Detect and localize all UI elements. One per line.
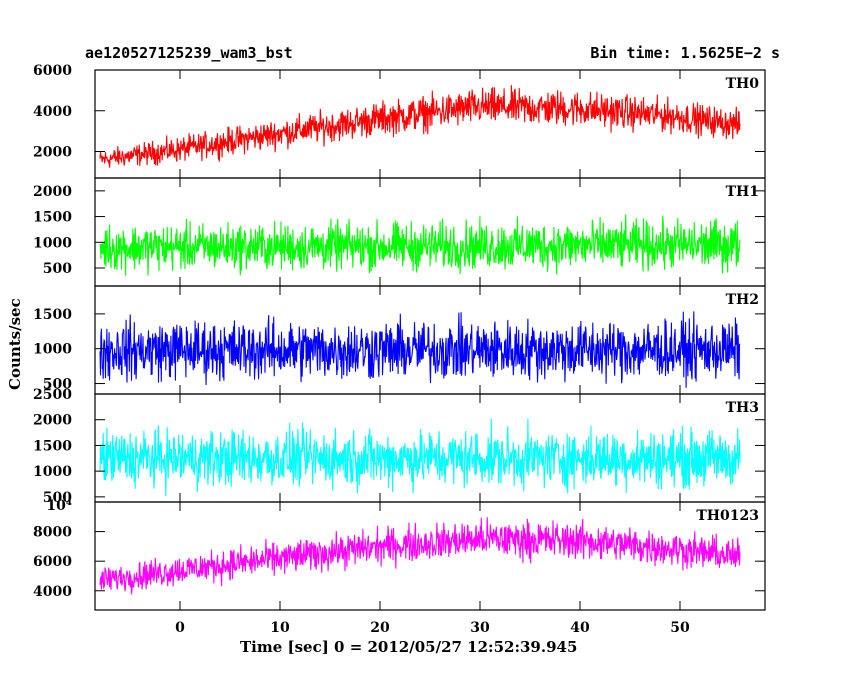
x-axis-label: Time [sec] 0 = 2012/05/27 12:52:39.945 [240, 638, 578, 656]
y-tick-label: 6000 [33, 554, 72, 570]
series-line-th1 [99, 214, 741, 276]
panel-th0123: TH0123 4000 6000 8000 10⁴ 0 10 20 30 40 50 [33, 498, 766, 636]
panel-label: TH3 [726, 400, 759, 416]
y-tick-label: 1000 [33, 464, 72, 480]
bin-time-label: Bin time: 1.5625E−2 s [590, 44, 780, 62]
x-tick-label: 20 [370, 620, 390, 636]
panel-label: TH0123 [696, 508, 759, 524]
y-tick-label: 1500 [33, 210, 72, 226]
y-tick-label: 6000 [33, 63, 72, 79]
panel-label: TH1 [726, 184, 759, 200]
x-tick-label: 40 [570, 620, 590, 636]
y-tick-label: 2000 [33, 184, 72, 200]
x-tick-label: 30 [470, 620, 490, 636]
panel-label: TH2 [726, 292, 759, 308]
panel-label: TH0 [726, 76, 760, 92]
chart-title: ae120527125239_wam3_bst [85, 44, 293, 62]
y-tick-label: 1000 [33, 342, 72, 358]
panel-frame [94, 501, 766, 611]
y-tick-label: 4000 [33, 584, 72, 600]
y-tick-label: 2000 [33, 145, 72, 161]
y-tick-label: 1000 [33, 235, 72, 251]
y-tick-label: 4000 [33, 104, 72, 120]
series-line-th0 [99, 85, 741, 168]
y-axis-label: Counts/sec [6, 298, 24, 390]
panel-th3: TH3 500 1000 1500 2000 2500 [33, 387, 766, 506]
y-tick-label: 2500 [33, 387, 72, 403]
y-tick-label: 10⁴ [46, 498, 72, 514]
series-line-th2 [99, 311, 741, 388]
y-tick-label: 500 [43, 377, 72, 393]
x-tick-label: 0 [175, 620, 185, 636]
y-tick-label: 1500 [33, 307, 72, 323]
series-line-th3 [99, 418, 741, 497]
panel-th2: TH2 500 1000 1500 [33, 285, 766, 395]
y-tick-label: 1500 [33, 438, 72, 454]
y-tick-label: 500 [43, 490, 72, 506]
x-tick-label: 50 [670, 620, 690, 636]
panel-th1: TH1 500 1000 1500 2000 [33, 177, 766, 287]
y-tick-label: 8000 [33, 525, 72, 541]
y-tick-label: 500 [43, 261, 72, 277]
y-tick-label: 2000 [33, 413, 72, 429]
panel-th0: TH0 2000 4000 6000 [33, 63, 766, 179]
x-tick-label: 10 [270, 620, 290, 636]
series-line-th0123 [99, 517, 741, 595]
